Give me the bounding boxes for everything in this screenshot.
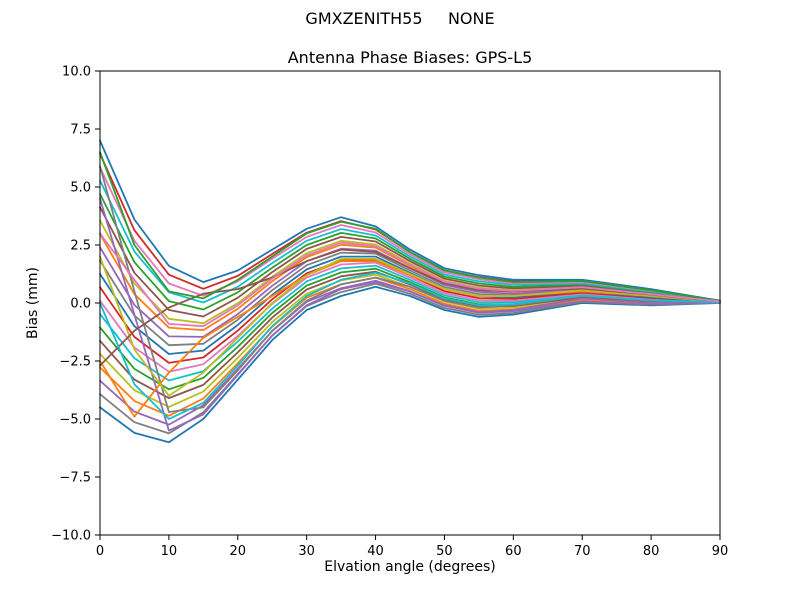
y-tick-label: −5.0 bbox=[59, 413, 91, 428]
series-line bbox=[99, 264, 721, 382]
series-line bbox=[99, 248, 721, 367]
x-axis-label: Elvation angle (degrees) bbox=[324, 559, 496, 575]
y-tick-label: −2.5 bbox=[59, 355, 91, 370]
series-line bbox=[99, 206, 721, 318]
x-tick-label: 10 bbox=[161, 544, 178, 559]
x-tick-label: 50 bbox=[436, 544, 453, 559]
series-line bbox=[99, 152, 721, 302]
y-tick-label: −10.0 bbox=[51, 529, 91, 544]
series-line bbox=[99, 179, 721, 304]
series-line bbox=[99, 151, 721, 302]
series-line bbox=[99, 246, 721, 338]
y-tick-label: 10.0 bbox=[62, 65, 91, 80]
x-tick-label: 40 bbox=[367, 544, 384, 559]
figure-suptitle: GMXZENITH55 NONE bbox=[305, 9, 495, 28]
x-tick-label: 90 bbox=[712, 544, 729, 559]
series-line bbox=[99, 255, 721, 397]
series-line bbox=[99, 279, 721, 426]
series-line bbox=[99, 232, 721, 328]
series-line bbox=[99, 273, 721, 408]
series-line bbox=[99, 197, 721, 432]
y-tick-label: 7.5 bbox=[70, 123, 91, 138]
y-tick-label: −7.5 bbox=[59, 471, 91, 486]
series-line bbox=[99, 261, 721, 373]
y-tick-label: 5.0 bbox=[70, 181, 91, 196]
x-tick-label: 20 bbox=[230, 544, 247, 559]
axes-title: Antenna Phase Biases: GPS-L5 bbox=[287, 48, 533, 67]
series-line bbox=[99, 193, 721, 311]
x-tick-label: 70 bbox=[574, 544, 591, 559]
x-tick-label: 60 bbox=[505, 544, 522, 559]
x-tick-label: 0 bbox=[96, 544, 104, 559]
y-tick-label: 2.5 bbox=[70, 239, 91, 254]
y-tick-label: 0.0 bbox=[70, 297, 91, 312]
series-line bbox=[99, 285, 721, 444]
series-line bbox=[99, 166, 721, 302]
series-line bbox=[99, 270, 721, 400]
series-line bbox=[99, 139, 721, 302]
series-line bbox=[99, 271, 721, 420]
x-tick-label: 30 bbox=[298, 544, 315, 559]
series-line bbox=[99, 258, 721, 364]
x-tick-label: 80 bbox=[643, 544, 660, 559]
